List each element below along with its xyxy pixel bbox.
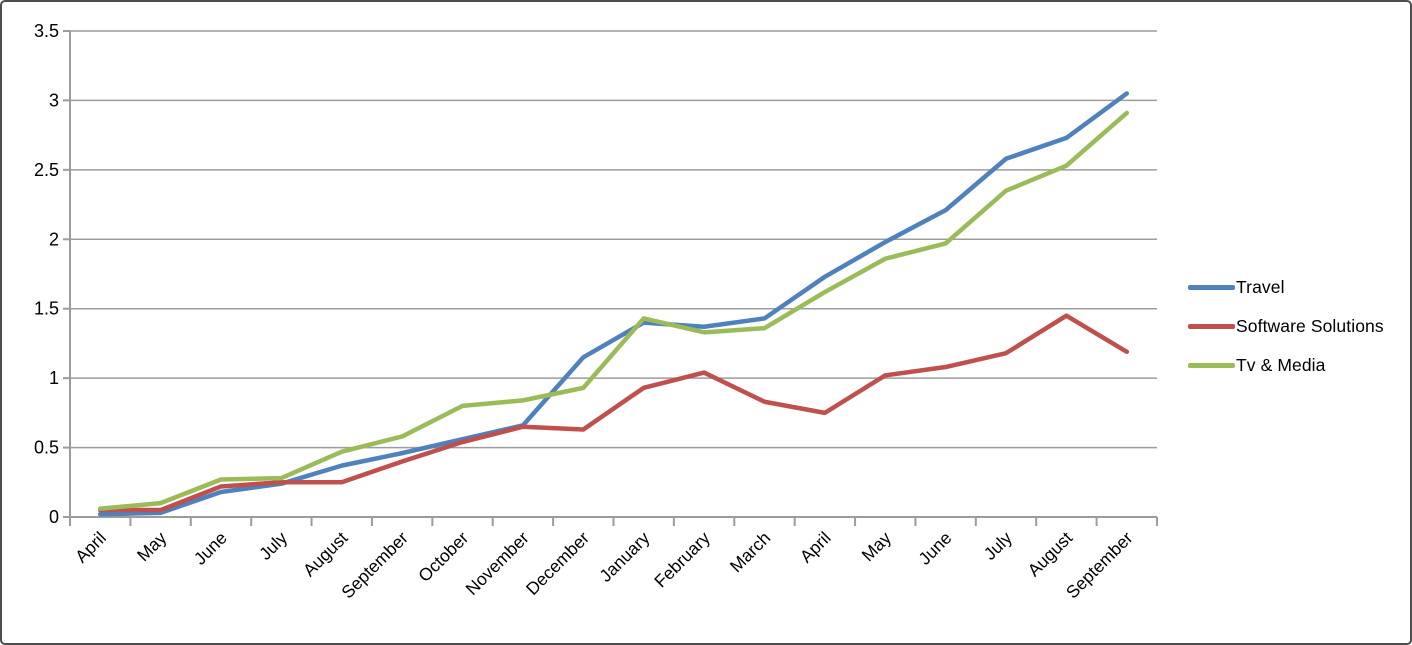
x-axis-label: January — [595, 528, 653, 586]
y-axis-label: 3.5 — [34, 21, 59, 41]
y-axis-label: 2 — [49, 229, 59, 249]
legend-label-software-solutions: Software Solutions — [1236, 316, 1384, 336]
x-axis-label: February — [650, 528, 714, 592]
x-axis-label: July — [255, 528, 291, 564]
legend-line-swatch-software-solutions — [1188, 324, 1235, 329]
x-axis-label: June — [190, 528, 231, 569]
x-axis-label: November — [462, 528, 533, 599]
y-axis-label: 1.5 — [34, 299, 59, 319]
x-axis-label: June — [914, 528, 955, 569]
legend-item-software-solutions: Software Solutions — [1188, 307, 1384, 346]
legend-item-tv-media: Tv & Media — [1188, 346, 1384, 385]
legend-label-travel: Travel — [1236, 277, 1285, 297]
x-axis-label: March — [726, 528, 775, 577]
legend-item-travel: Travel — [1188, 268, 1384, 307]
y-axis-label: 2.5 — [34, 160, 59, 180]
x-axis-label: August — [1024, 528, 1077, 581]
chart-legend: Travel Software Solutions Tv & Media — [1188, 268, 1384, 385]
x-axis-label: July — [980, 528, 1016, 564]
x-axis-label: December — [522, 528, 593, 599]
x-axis-label: April — [796, 528, 835, 567]
y-axis-label: 1 — [49, 368, 59, 388]
series-line-tv-media — [97, 110, 1130, 511]
legend-line-swatch-travel — [1188, 285, 1235, 290]
legend-line-swatch-tv-media — [1188, 363, 1235, 368]
legend-label-tv-media: Tv & Media — [1236, 355, 1326, 375]
series-line-travel — [97, 91, 1130, 517]
x-axis-label: August — [299, 528, 352, 581]
x-axis-label: October — [414, 528, 472, 586]
series-line-software-solutions — [97, 313, 1130, 513]
x-axis-label: May — [858, 528, 896, 566]
y-axis-label: 0.5 — [34, 438, 59, 458]
x-axis-label: April — [71, 528, 110, 567]
x-axis-label: May — [133, 528, 171, 566]
y-axis-label: 3 — [49, 90, 59, 110]
y-axis-label: 0 — [49, 507, 59, 527]
